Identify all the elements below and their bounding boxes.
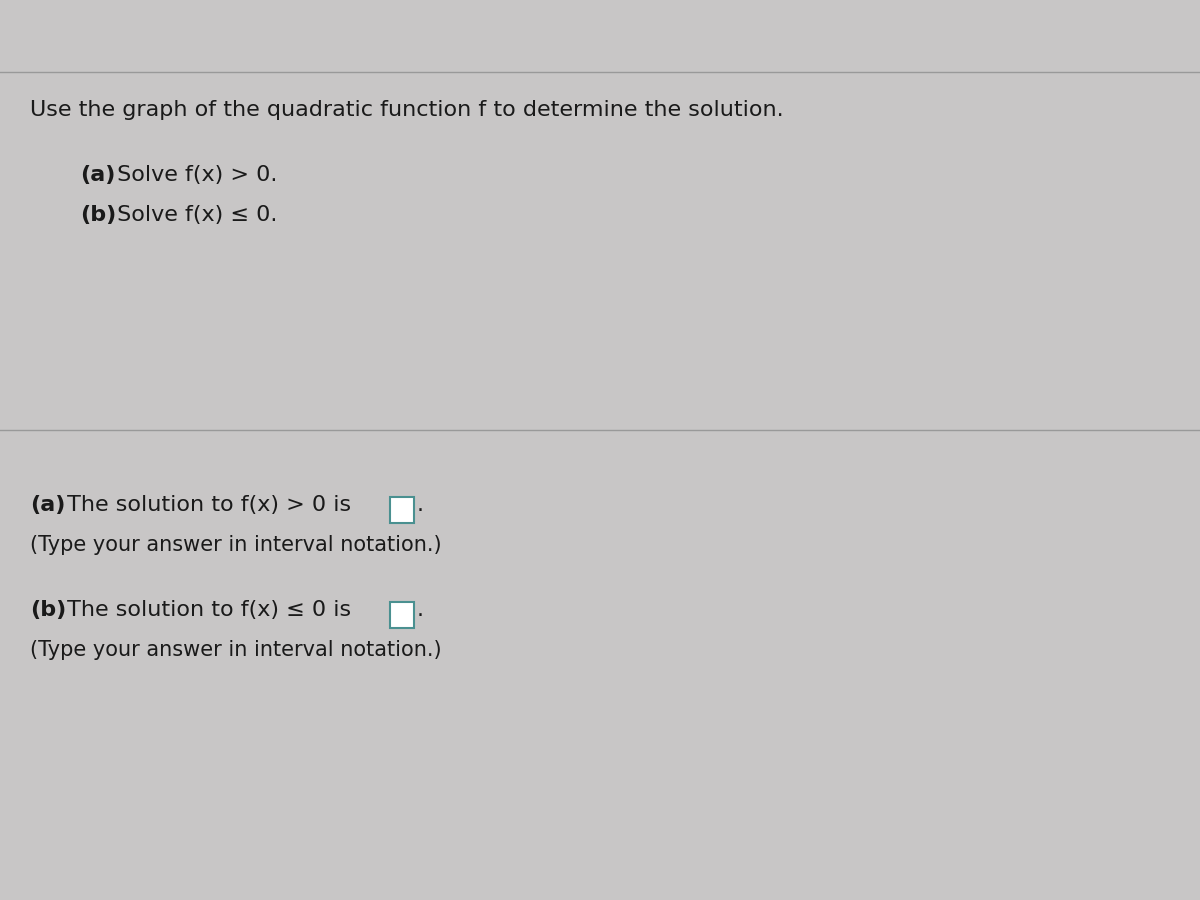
Text: The solution to f(x) ≤ 0 is: The solution to f(x) ≤ 0 is <box>60 600 359 620</box>
Text: .: . <box>418 600 424 620</box>
FancyBboxPatch shape <box>390 602 414 628</box>
Text: (a): (a) <box>80 165 115 185</box>
Text: (b): (b) <box>30 600 66 620</box>
Text: .: . <box>418 495 424 515</box>
Text: Solve f(x) ≤ 0.: Solve f(x) ≤ 0. <box>110 205 277 225</box>
Text: (Type your answer in interval notation.): (Type your answer in interval notation.) <box>30 640 442 660</box>
Text: (a): (a) <box>30 495 65 515</box>
Text: Solve f(x) > 0.: Solve f(x) > 0. <box>110 165 277 185</box>
FancyBboxPatch shape <box>390 497 414 523</box>
Text: The solution to f(x) > 0 is: The solution to f(x) > 0 is <box>60 495 359 515</box>
Text: (b): (b) <box>80 205 116 225</box>
Text: (Type your answer in interval notation.): (Type your answer in interval notation.) <box>30 535 442 555</box>
Text: Use the graph of the quadratic function f to determine the solution.: Use the graph of the quadratic function … <box>30 100 784 120</box>
